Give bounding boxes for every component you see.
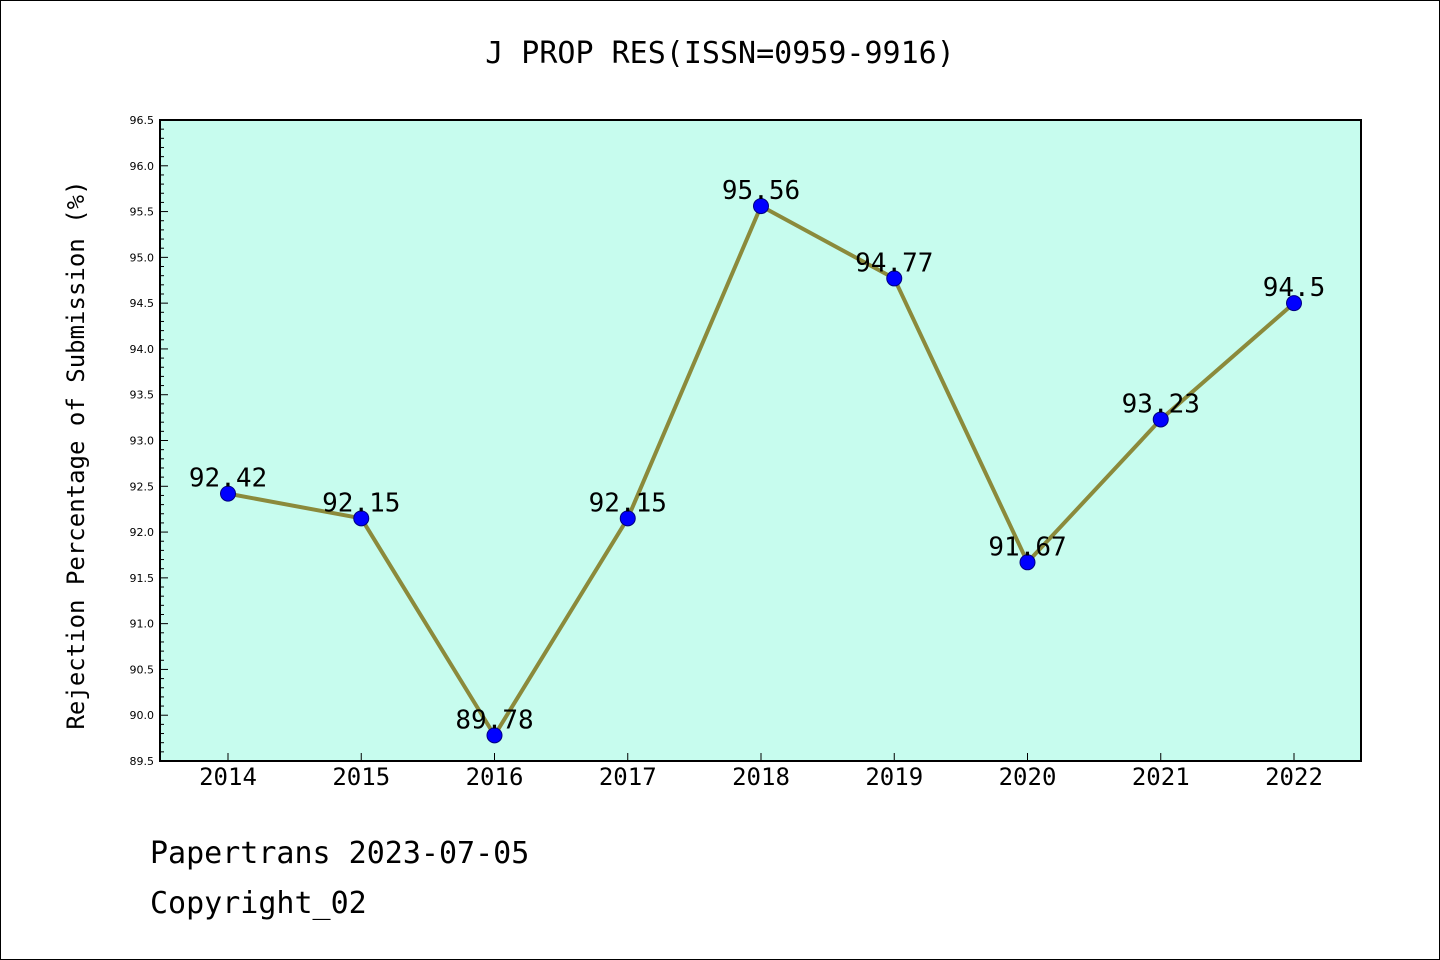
y-tick-label: 90.5 bbox=[130, 663, 155, 676]
y-axis-label: Rejection Percentage of Submission (%) bbox=[62, 180, 90, 729]
data-labels-group: 92.42 92.15 89.78 92.15 95.56 94.77 91.67 93.23… bbox=[189, 176, 1325, 735]
x-axis-ticks: 2014 2015 2016 2017 2018 2019 2020 2021 2022 bbox=[199, 753, 1323, 791]
data-point-marker bbox=[753, 198, 769, 215]
chart-title: J PROP RES(ISSN=0959-9916) bbox=[485, 36, 955, 71]
data-label: 91.67 bbox=[988, 532, 1066, 562]
y-tick-label: 92.0 bbox=[130, 526, 155, 539]
data-point-marker bbox=[486, 727, 503, 744]
y-tick-label: 91.0 bbox=[130, 618, 155, 631]
data-label: 92.15 bbox=[589, 488, 667, 518]
data-label: 94.77 bbox=[855, 248, 933, 278]
x-tick-label: 2018 bbox=[732, 763, 790, 791]
x-tick-label: 2014 bbox=[199, 763, 257, 791]
footer-copyright-text: Copyright_02 bbox=[150, 886, 367, 921]
data-label: 93.23 bbox=[1122, 389, 1200, 419]
y-tick-label: 95.0 bbox=[130, 251, 155, 264]
x-tick-label: 2021 bbox=[1132, 763, 1190, 791]
y-tick-label: 93.5 bbox=[130, 389, 155, 402]
y-tick-label: 96.0 bbox=[130, 160, 155, 173]
x-tick-label: 2020 bbox=[999, 763, 1057, 791]
data-label: 92.15 bbox=[322, 488, 400, 518]
data-point-marker bbox=[1019, 554, 1036, 571]
data-point-marker bbox=[1152, 411, 1169, 428]
data-label: 92.42 bbox=[189, 464, 267, 494]
plot-area bbox=[160, 120, 1361, 761]
data-label: 95.56 bbox=[722, 176, 800, 206]
series-line-group bbox=[220, 198, 1302, 744]
x-tick-label: 2016 bbox=[466, 763, 524, 791]
data-point-marker bbox=[220, 485, 236, 502]
y-tick-label: 90.0 bbox=[130, 709, 155, 722]
y-tick-label: 96.5 bbox=[130, 114, 155, 127]
y-tick-label: 89.5 bbox=[130, 755, 155, 768]
x-tick-label: 2015 bbox=[332, 763, 390, 791]
x-tick-label: 2019 bbox=[865, 763, 923, 791]
y-tick-label: 91.5 bbox=[130, 572, 155, 585]
x-tick-label: 2017 bbox=[599, 763, 657, 791]
data-point-marker bbox=[886, 270, 903, 287]
x-tick-label: 2022 bbox=[1265, 763, 1323, 791]
footer-date-text: Papertrans 2023-07-05 bbox=[150, 836, 530, 871]
data-point-marker bbox=[353, 510, 370, 527]
data-point-marker bbox=[619, 510, 636, 527]
y-tick-label: 92.5 bbox=[130, 480, 155, 493]
y-tick-label: 94.5 bbox=[130, 297, 155, 310]
data-label: 89.78 bbox=[455, 705, 533, 735]
y-tick-label: 93.0 bbox=[130, 435, 155, 448]
data-label: 94.5 bbox=[1263, 273, 1326, 303]
data-point-marker bbox=[1286, 295, 1302, 312]
y-tick-label: 94.0 bbox=[130, 343, 155, 356]
plot-border bbox=[159, 119, 1362, 762]
y-tick-label: 95.5 bbox=[130, 206, 155, 219]
